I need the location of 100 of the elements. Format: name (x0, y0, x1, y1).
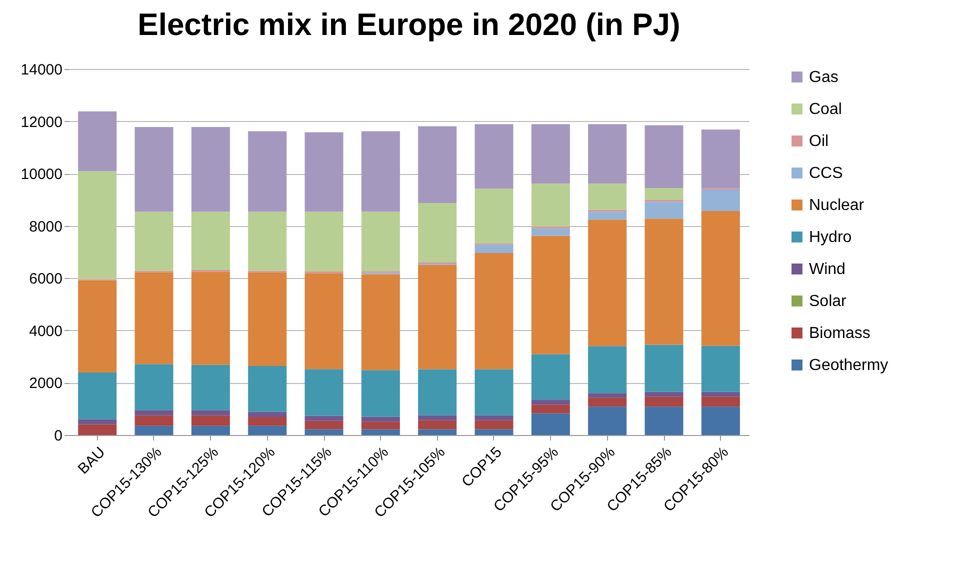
y-tick-label: 12000 (20, 114, 62, 131)
bar (361, 416, 400, 422)
bar (701, 346, 740, 392)
bar (248, 426, 287, 435)
bar (644, 202, 684, 219)
bar (701, 210, 740, 346)
legend-label: Nuclear (809, 197, 865, 214)
legend-label: Geothermy (809, 357, 888, 374)
bar (531, 404, 570, 414)
bar (248, 366, 287, 412)
bar (134, 272, 174, 364)
bar (474, 253, 514, 370)
bar (588, 393, 627, 398)
y-tick-label: 2000 (29, 375, 62, 392)
bar (361, 422, 400, 430)
bar (304, 212, 344, 272)
y-tick-label: 14000 (20, 62, 62, 78)
bar (418, 264, 457, 370)
chart-title: Electric mix in Europe in 2020 (in PJ) (138, 7, 680, 42)
bar (701, 130, 740, 188)
bar (644, 188, 684, 200)
bar (191, 426, 230, 435)
bar (248, 272, 287, 366)
bar (304, 429, 344, 435)
bar (588, 212, 627, 220)
y-tick-label: 4000 (29, 322, 62, 340)
bar (474, 369, 514, 416)
bar (588, 406, 627, 435)
bar (588, 184, 627, 210)
bar (531, 413, 570, 435)
bar (474, 188, 514, 244)
bar (304, 420, 344, 430)
bar (701, 392, 740, 397)
bar (531, 124, 570, 184)
bar (418, 429, 457, 435)
bar (78, 171, 117, 280)
bar (644, 344, 684, 392)
legend-label: Gas (809, 69, 838, 86)
legend-label: Wind (809, 261, 846, 278)
bar (531, 228, 570, 236)
bar (78, 419, 117, 424)
bar (418, 202, 457, 262)
y-tick-label: 10000 (20, 166, 62, 184)
bar (588, 220, 627, 346)
bar (644, 218, 684, 345)
bar (134, 426, 174, 435)
bar (644, 396, 684, 407)
bar (78, 280, 117, 373)
bar (361, 429, 400, 435)
bar (134, 410, 174, 416)
bar (361, 274, 400, 370)
bar (191, 364, 230, 410)
bar (418, 126, 457, 203)
bar (644, 406, 684, 435)
bar (191, 212, 230, 270)
legend-label: CCS (809, 165, 843, 182)
y-tick-label: 8000 (29, 218, 62, 236)
bar (248, 412, 287, 417)
bar (588, 398, 627, 407)
bar (474, 415, 514, 420)
bar (474, 244, 514, 254)
bar (134, 127, 174, 212)
bar (418, 369, 457, 416)
bar (701, 190, 740, 211)
bar (304, 273, 344, 370)
bar (191, 415, 230, 426)
bar (134, 212, 174, 271)
bar (248, 416, 287, 426)
bar (191, 272, 230, 365)
bar (588, 346, 627, 394)
bar (78, 424, 117, 435)
bar (474, 124, 514, 189)
bar (134, 364, 174, 410)
bar (248, 131, 287, 212)
legend-label: Oil (809, 133, 829, 150)
bar (701, 396, 740, 407)
legend-label: Biomass (809, 325, 870, 342)
bar (361, 131, 400, 212)
bar (78, 372, 117, 420)
bar (361, 370, 400, 417)
bar (418, 415, 457, 420)
bar (361, 212, 400, 272)
bar (304, 416, 344, 421)
bar (134, 415, 174, 426)
bar (304, 369, 344, 416)
bar (531, 354, 570, 400)
bar (644, 125, 684, 188)
bar (531, 400, 570, 405)
bar (644, 392, 684, 397)
y-tick-label: 6000 (29, 270, 62, 288)
bar (191, 127, 230, 212)
y-tick-label: 0 (54, 428, 62, 444)
bar (191, 410, 230, 416)
bar (531, 236, 570, 354)
bar (248, 212, 287, 271)
bar (701, 406, 740, 435)
bar (531, 184, 570, 227)
legend-label: Hydro (809, 229, 852, 246)
bar (78, 111, 117, 172)
legend-label: Coal (809, 101, 842, 118)
